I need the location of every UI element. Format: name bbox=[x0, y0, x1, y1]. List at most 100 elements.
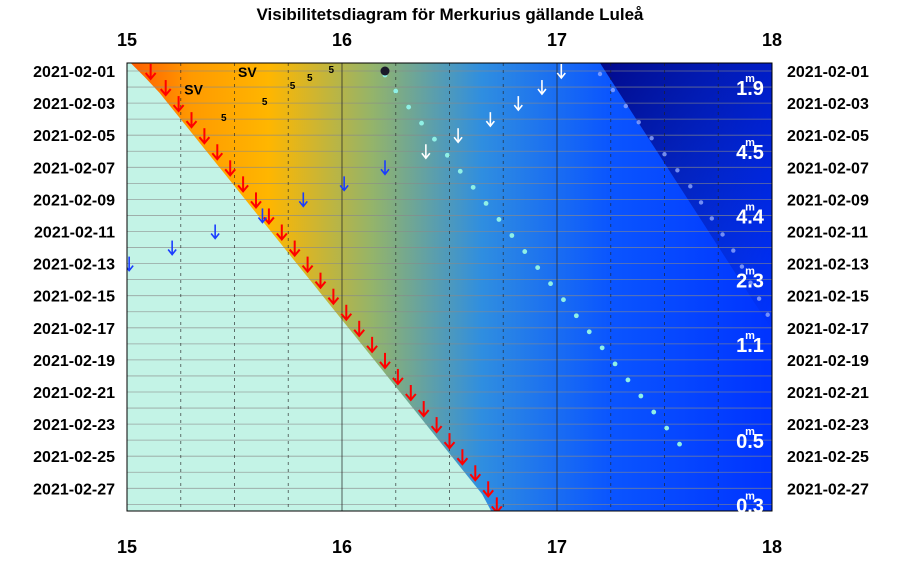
moonrise-arrow bbox=[556, 64, 566, 80]
magnitude-label: 1.1 bbox=[736, 335, 764, 357]
direction-label: SV bbox=[184, 81, 203, 97]
twilight-dot bbox=[610, 87, 616, 93]
day-region bbox=[127, 63, 491, 511]
right-date-label: 2021-02-11 bbox=[787, 225, 868, 242]
altitude-label: 5 bbox=[262, 97, 268, 108]
planet-set-dot bbox=[496, 217, 502, 222]
planet-set-dot bbox=[393, 88, 399, 94]
planet-marker bbox=[380, 66, 390, 76]
plot-frame bbox=[126, 62, 773, 512]
sunset-arrow-head bbox=[430, 425, 443, 434]
right-date-label: 2021-02-01 bbox=[787, 64, 869, 81]
altitude-label: 5 bbox=[290, 81, 296, 92]
moonrise-arrow-head bbox=[210, 233, 220, 240]
magnitude-label: 0.3 bbox=[736, 495, 764, 517]
magnitude-unit: m bbox=[745, 73, 755, 85]
sunset-arrow bbox=[159, 80, 172, 97]
moonrise-arrow bbox=[380, 160, 390, 176]
magnitude-unit: m bbox=[745, 137, 755, 149]
moonrise-arrow-head bbox=[537, 88, 547, 96]
right-date-label: 2021-02-07 bbox=[787, 160, 869, 177]
sunset-arrow-head bbox=[172, 104, 185, 113]
sunset-arrow bbox=[327, 288, 340, 306]
moonrise-arrows bbox=[127, 64, 566, 272]
moonrise-arrow bbox=[127, 256, 134, 272]
left-date-label: 2021-02-15 bbox=[33, 289, 115, 306]
right-date-axis: 2021-02-01 2021-02-03 2021-02-05 2021-02-07… bbox=[787, 64, 869, 498]
left-date-label: 2021-02-01 bbox=[33, 64, 115, 81]
left-date-axis: 2021-02-01 2021-02-03 2021-02-05 2021-02-07… bbox=[33, 64, 115, 498]
twilight-dot bbox=[731, 248, 736, 253]
magnitude-unit: m bbox=[745, 266, 755, 278]
twilight-dot bbox=[765, 312, 770, 317]
twilight-dot bbox=[688, 184, 693, 189]
left-date-label: 2021-02-25 bbox=[33, 449, 115, 466]
sunset-arrow bbox=[224, 160, 236, 177]
magnitude-unit: m bbox=[745, 426, 755, 438]
sunset-arrow-head bbox=[340, 313, 353, 322]
left-date-label: 2021-02-19 bbox=[33, 353, 115, 370]
planet-set-dot bbox=[573, 313, 579, 319]
moonrise-arrow-head bbox=[257, 216, 268, 224]
magnitude-labels: 1.9m4.5m4.4m2.3m1.1m0.5m0.3m bbox=[736, 73, 765, 517]
right-date-label: 2021-02-09 bbox=[787, 192, 869, 209]
planet-set-dot bbox=[457, 168, 463, 174]
sunset-arrow bbox=[379, 352, 391, 370]
right-date-label: 2021-02-23 bbox=[787, 417, 869, 434]
moonrise-arrow bbox=[453, 128, 463, 144]
planet-set-dot bbox=[432, 136, 437, 142]
sunset-arrow-head bbox=[353, 329, 365, 338]
sunset-arrow-head bbox=[327, 297, 340, 306]
sunset-arrow bbox=[405, 385, 417, 402]
moonrise-arrow bbox=[167, 240, 177, 256]
moonrise-arrow bbox=[513, 96, 523, 112]
moonrise-arrow-head bbox=[127, 265, 134, 272]
sunset-arrow bbox=[198, 128, 211, 145]
twilight-dot bbox=[756, 296, 762, 301]
planet-set-dot bbox=[483, 201, 489, 206]
sunset-arrow-head bbox=[224, 168, 236, 177]
sunset-arrow-head bbox=[288, 248, 301, 258]
sunset-arrow bbox=[185, 112, 198, 129]
top-tick-label: 17 bbox=[547, 30, 567, 50]
left-date-label: 2021-02-23 bbox=[33, 417, 115, 434]
planet-set-dot bbox=[599, 345, 605, 351]
sunset-arrow bbox=[340, 304, 353, 322]
top-tick-label: 18 bbox=[762, 30, 782, 50]
planet-set-dot bbox=[586, 329, 592, 335]
moonrise-arrow bbox=[421, 144, 431, 160]
planet-set-dot bbox=[561, 297, 566, 303]
moonrise-arrow-head bbox=[339, 184, 349, 192]
sunset-arrow-head bbox=[185, 120, 198, 129]
sunset-arrow bbox=[443, 433, 456, 450]
planet-set-dot bbox=[548, 281, 553, 287]
sunset-arrow-head bbox=[144, 72, 157, 81]
top-tick-label: 16 bbox=[332, 30, 352, 50]
sunset-arrow-head bbox=[405, 393, 417, 402]
planet-set-dot bbox=[677, 441, 682, 447]
sunset-arrow-head bbox=[250, 200, 262, 209]
sunset-arrow bbox=[469, 465, 482, 482]
twilight-dot bbox=[597, 71, 603, 77]
planet-set-dot bbox=[444, 152, 450, 158]
bottom-tick-label: 15 bbox=[117, 537, 137, 557]
twilight-dot bbox=[720, 232, 725, 237]
sunset-arrow-head bbox=[379, 361, 391, 370]
right-date-label: 2021-02-21 bbox=[787, 385, 869, 402]
sunset-arrow bbox=[366, 336, 378, 354]
twilight-dot bbox=[662, 152, 667, 157]
twilight-dot bbox=[748, 280, 753, 285]
magnitude-unit: m bbox=[745, 330, 755, 342]
moonrise-arrow bbox=[298, 192, 308, 208]
right-date-label: 2021-02-15 bbox=[787, 289, 869, 306]
sunset-arrow bbox=[172, 96, 185, 113]
moonrise-arrow bbox=[537, 80, 547, 96]
planet-set-dot bbox=[664, 425, 670, 431]
sunset-arrow bbox=[301, 256, 314, 274]
twilight-dot bbox=[675, 168, 680, 173]
magnitude-label: 4.4 bbox=[736, 206, 765, 228]
planet-set-dot bbox=[535, 265, 541, 270]
right-date-label: 2021-02-13 bbox=[787, 257, 869, 274]
twilight-dot bbox=[709, 216, 714, 221]
